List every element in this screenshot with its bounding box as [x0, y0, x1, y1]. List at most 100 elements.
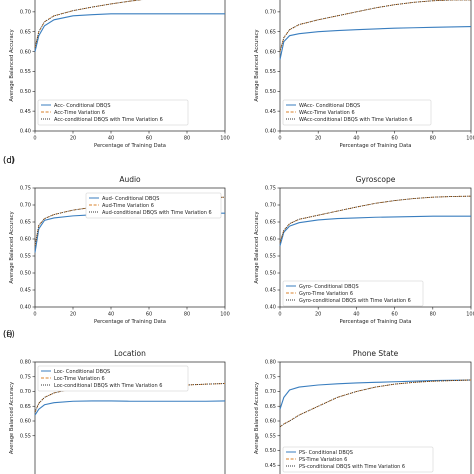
legend-entry-3: PS-conditional DBQS with Time Variation … — [299, 464, 405, 470]
legend-box — [37, 99, 189, 126]
x-tick-label: 0 — [33, 312, 36, 318]
chart-title: Location — [114, 349, 146, 358]
legend-box — [282, 280, 424, 307]
series-line-2 — [279, 195, 472, 243]
chart-title: Gyroscope — [356, 175, 396, 184]
plot-frame — [34, 187, 226, 308]
x-tick-label: 60 — [391, 312, 397, 318]
series-line-1 — [279, 26, 472, 60]
x-tick-label: 80 — [430, 312, 436, 318]
y-tick-label: 0.60 — [265, 419, 276, 425]
legend-entry-2: Acc-Time Variation 6 — [54, 110, 105, 116]
series-line-1 — [279, 379, 472, 410]
y-tick-label: 0.55 — [265, 433, 276, 439]
x-tick-label: 80 — [184, 136, 190, 142]
y-tick-label: 0.45 — [20, 109, 31, 115]
legend-entry-1: WAcc- Conditional DBQS — [299, 103, 360, 109]
panel-label: (d) — [3, 156, 15, 166]
x-tick-label: 100 — [220, 312, 230, 318]
x-tick-label: 20 — [70, 136, 76, 142]
y-axis-label: Average Balanced Accuracy — [254, 211, 260, 283]
legend-entry-2: Gyro-Time Variation 6 — [299, 291, 353, 297]
y-tick-label: 0.55 — [20, 254, 31, 260]
y-tick-label: 0.60 — [20, 49, 31, 55]
y-tick-label: 0.65 — [20, 220, 31, 226]
y-tick-label: 0.80 — [265, 360, 276, 366]
legend-entry-2: Aud-Time Variation 6 — [102, 203, 154, 209]
y-tick-label: 0.70 — [20, 203, 31, 209]
x-tick-label: 20 — [70, 312, 76, 318]
plot-frame — [34, 0, 226, 132]
y-tick-label: 0.55 — [265, 69, 276, 75]
y-tick-label: 0.40 — [20, 305, 31, 311]
y-tick-label: 0.65 — [265, 404, 276, 410]
legend-entry-2: PS-Time Variation 6 — [299, 457, 347, 463]
legend-entry-2: Loc-Time Variation 6 — [54, 376, 105, 382]
x-axis-label: Percentage of Training Data — [340, 319, 412, 325]
x-axis-label: Percentage of Training Data — [340, 143, 412, 149]
series-line-1 — [34, 13, 225, 52]
series-line-3 — [279, 195, 472, 243]
legend-entry-1: Acc- Conditional DBQS — [54, 103, 111, 109]
legend-entry-3: WAcc-conditional DBQS with Time Variatio… — [299, 117, 412, 123]
y-tick-label: 0.45 — [265, 109, 276, 115]
series-line-1 — [34, 212, 225, 253]
y-tick-label: 0.50 — [265, 448, 276, 454]
x-tick-label: 0 — [33, 136, 36, 142]
y-tick-label: 0.70 — [20, 389, 31, 395]
x-tick-label: 40 — [108, 312, 114, 318]
y-axis-label: Average Balanced Accuracy — [9, 29, 15, 101]
legend-entry-1: Aud- Conditional DBQS — [102, 196, 159, 202]
y-tick-label: 0.60 — [265, 237, 276, 243]
x-tick-label: 60 — [146, 312, 152, 318]
chart-title: Phone State — [353, 349, 399, 358]
legend-entry-3: Loc-conditional DBQS with Time Variation… — [54, 383, 162, 389]
legend-entry-2: WAcc-Time Variation 6 — [299, 110, 355, 116]
y-tick-label: 0.40 — [265, 129, 276, 135]
y-tick-label: 0.65 — [20, 404, 31, 410]
y-tick-label: 0.45 — [20, 288, 31, 294]
plot-frame — [279, 187, 472, 308]
x-tick-label: 100 — [466, 312, 474, 318]
legend-entry-1: Loc- Conditional DBQS — [54, 369, 110, 375]
y-tick-label: 0.50 — [20, 271, 31, 277]
y-tick-label: 0.40 — [20, 129, 31, 135]
y-tick-label: 0.75 — [20, 374, 31, 380]
panel-label: (c) — [3, 156, 14, 166]
y-tick-label: 0.60 — [20, 237, 31, 243]
y-tick-label: 0.65 — [265, 29, 276, 35]
y-axis-label: Average Balanced Accuracy — [254, 382, 260, 454]
x-axis-label: Percentage of Training Data — [94, 143, 166, 149]
x-tick-label: 80 — [430, 136, 436, 142]
y-tick-label: 0.45 — [265, 463, 276, 469]
panel-label: (f) — [3, 330, 13, 340]
y-tick-label: 0.75 — [265, 374, 276, 380]
legend-entry-3: Acc-conditional DBQS with Time Variation… — [54, 117, 163, 123]
y-tick-label: 0.50 — [20, 89, 31, 95]
panel-label: (e) — [3, 330, 15, 340]
chart-panel-6: (f) Phone State 0.45 0.50 0.55 0.60 0.65 0.70 0.… — [3, 330, 472, 474]
y-tick-label: 0.60 — [20, 419, 31, 425]
chart-panel-5: (e) Location 0.55 0.60 0.65 0.70 0.75 0.80 Avera… — [3, 330, 226, 474]
legend-box — [282, 99, 432, 126]
legend-entry-3: Aud-conditional DBQS with Time Variation… — [102, 210, 212, 216]
legend-box — [37, 365, 189, 392]
y-tick-label: 0.55 — [20, 433, 31, 439]
y-tick-label: 0.65 — [20, 29, 31, 35]
chart-panel-1: 0.40 0.45 0.50 0.55 0.60 0.65 0.70 0 20 40 60 80 100… — [9, 0, 230, 149]
legend-box — [282, 446, 434, 473]
y-tick-label: 0.70 — [20, 10, 31, 16]
y-tick-label: 0.50 — [265, 271, 276, 277]
series-line-3 — [279, 379, 472, 428]
chart-title: Audio — [119, 175, 141, 184]
x-tick-label: 100 — [220, 136, 230, 142]
series-line-1 — [279, 215, 471, 246]
x-tick-label: 40 — [108, 136, 114, 142]
